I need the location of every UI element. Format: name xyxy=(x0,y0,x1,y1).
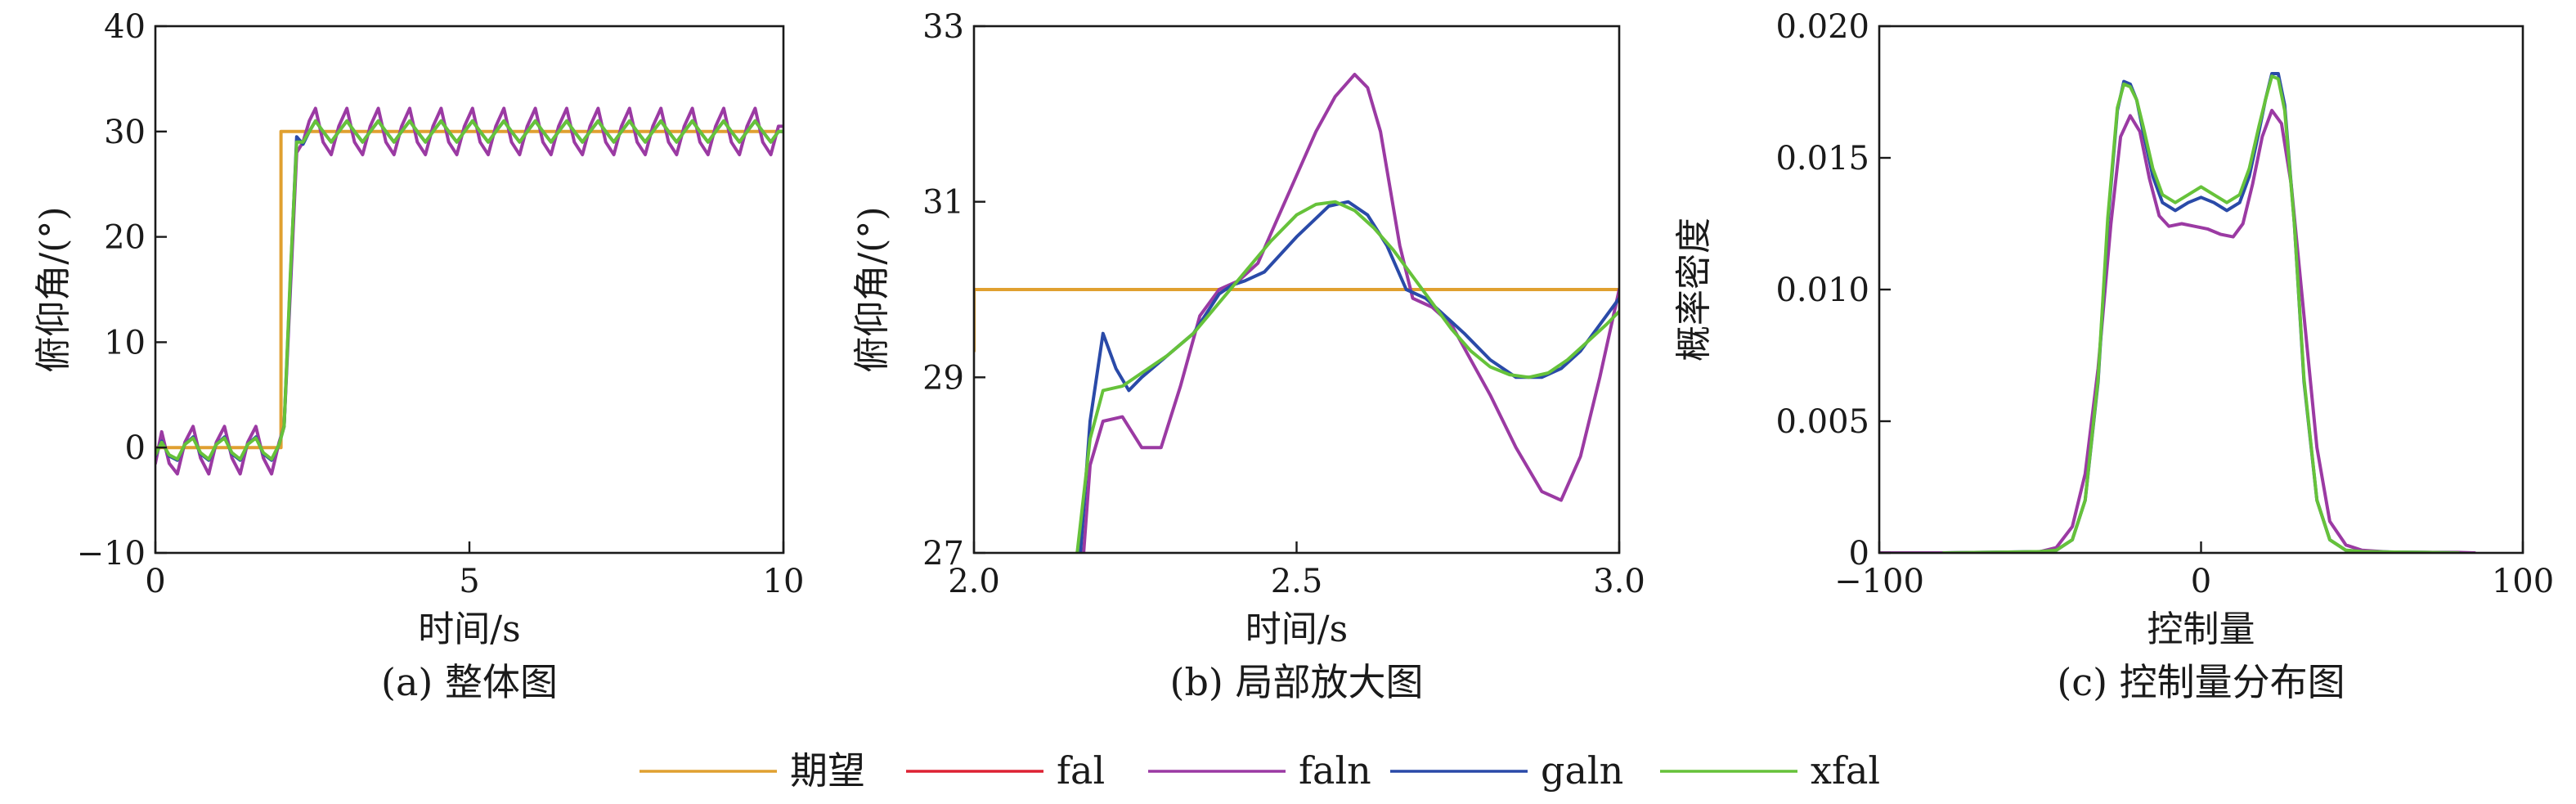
y-tick-label: 27 xyxy=(922,535,964,573)
x-tick-label: 3.0 xyxy=(1593,563,1645,600)
legend-item-xfal: xfal xyxy=(1660,748,1880,793)
y-tick-label: 20 xyxy=(104,219,146,257)
x-tick-label: 2.5 xyxy=(1271,563,1323,600)
y-tick-label: 0.010 xyxy=(1775,272,1869,309)
y-tick-label: 0 xyxy=(1849,535,1869,573)
series-line-galn xyxy=(155,119,783,462)
y-axis-label: 概率密度 xyxy=(1673,218,1715,362)
series-line-faln xyxy=(155,106,783,476)
series-line-faln xyxy=(1082,73,1619,553)
x-axis-label: 时间/s xyxy=(1245,609,1348,650)
y-axis-label: 俯仰角/(°) xyxy=(851,206,893,372)
series-line-galn xyxy=(1941,72,2461,553)
x-tick-label: 10 xyxy=(763,563,805,600)
series-line-faln xyxy=(1879,109,2476,553)
y-axis-label: 俯仰角/(°) xyxy=(33,206,74,372)
legend-label: fal xyxy=(1057,748,1105,793)
x-tick-label: −100 xyxy=(1834,563,1924,600)
legend-label: xfal xyxy=(1811,748,1880,793)
legend-label: galn xyxy=(1541,748,1623,793)
x-tick-label: 0 xyxy=(2191,563,2211,600)
legend-item-faln: faln xyxy=(1148,748,1371,793)
y-tick-label: 0.005 xyxy=(1775,403,1869,441)
x-axis-label: 控制量 xyxy=(2147,609,2255,650)
legend-label: faln xyxy=(1299,748,1371,793)
panel-b: 2.0 2.5 3.0 27 29 31 33 时间/s 俯仰角/(°) (b) 局部放大图 xyxy=(851,8,1645,704)
x-tick-label: 2.0 xyxy=(948,563,1000,600)
series-line-期望 xyxy=(974,288,1619,353)
series-line-galn xyxy=(1079,200,1619,553)
x-tick-label: 100 xyxy=(2492,563,2554,600)
y-tick-label: 31 xyxy=(922,184,964,222)
y-tick-label: 10 xyxy=(104,324,146,362)
legend-item-fal: fal xyxy=(906,748,1105,793)
x-axis-label: 时间/s xyxy=(418,609,520,650)
y-tick-label: 0.020 xyxy=(1775,8,1869,46)
y-tick-label: 0.015 xyxy=(1775,140,1869,177)
legend: 期望 fal faln galn xfal xyxy=(640,748,1880,793)
legend-item-期望: 期望 xyxy=(640,748,865,793)
x-tick-label: 0 xyxy=(145,563,165,600)
legend-item-galn: galn xyxy=(1390,748,1623,793)
series-group xyxy=(1879,72,2476,553)
series-line-期望 xyxy=(155,129,783,450)
panel-c: −100 0 10000.0050.0100.0150.020控制量概率密度(c) … xyxy=(1673,8,2554,704)
y-tick-label: 30 xyxy=(104,114,146,151)
y-tick-label: 29 xyxy=(922,359,964,397)
panel-caption: (a) 整体图 xyxy=(381,660,558,704)
panel-caption: (c) 控制量分布图 xyxy=(2057,660,2345,704)
y-tick-label: −10 xyxy=(77,535,146,573)
series-group xyxy=(974,73,1619,553)
plot-frame xyxy=(154,25,785,555)
series-line-xfal xyxy=(1075,200,1619,553)
legend-label: 期望 xyxy=(790,748,865,793)
series-group xyxy=(155,106,783,476)
y-tick-label: 33 xyxy=(922,8,964,46)
panel-caption: (b) 局部放大图 xyxy=(1170,660,1424,704)
y-tick-label: 0 xyxy=(125,429,146,467)
plot-frame xyxy=(1878,25,2524,555)
y-tick-label: 40 xyxy=(104,8,146,46)
x-tick-label: 5 xyxy=(459,563,479,600)
series-line-xfal xyxy=(155,119,783,461)
series-line-xfal xyxy=(1941,74,2461,553)
